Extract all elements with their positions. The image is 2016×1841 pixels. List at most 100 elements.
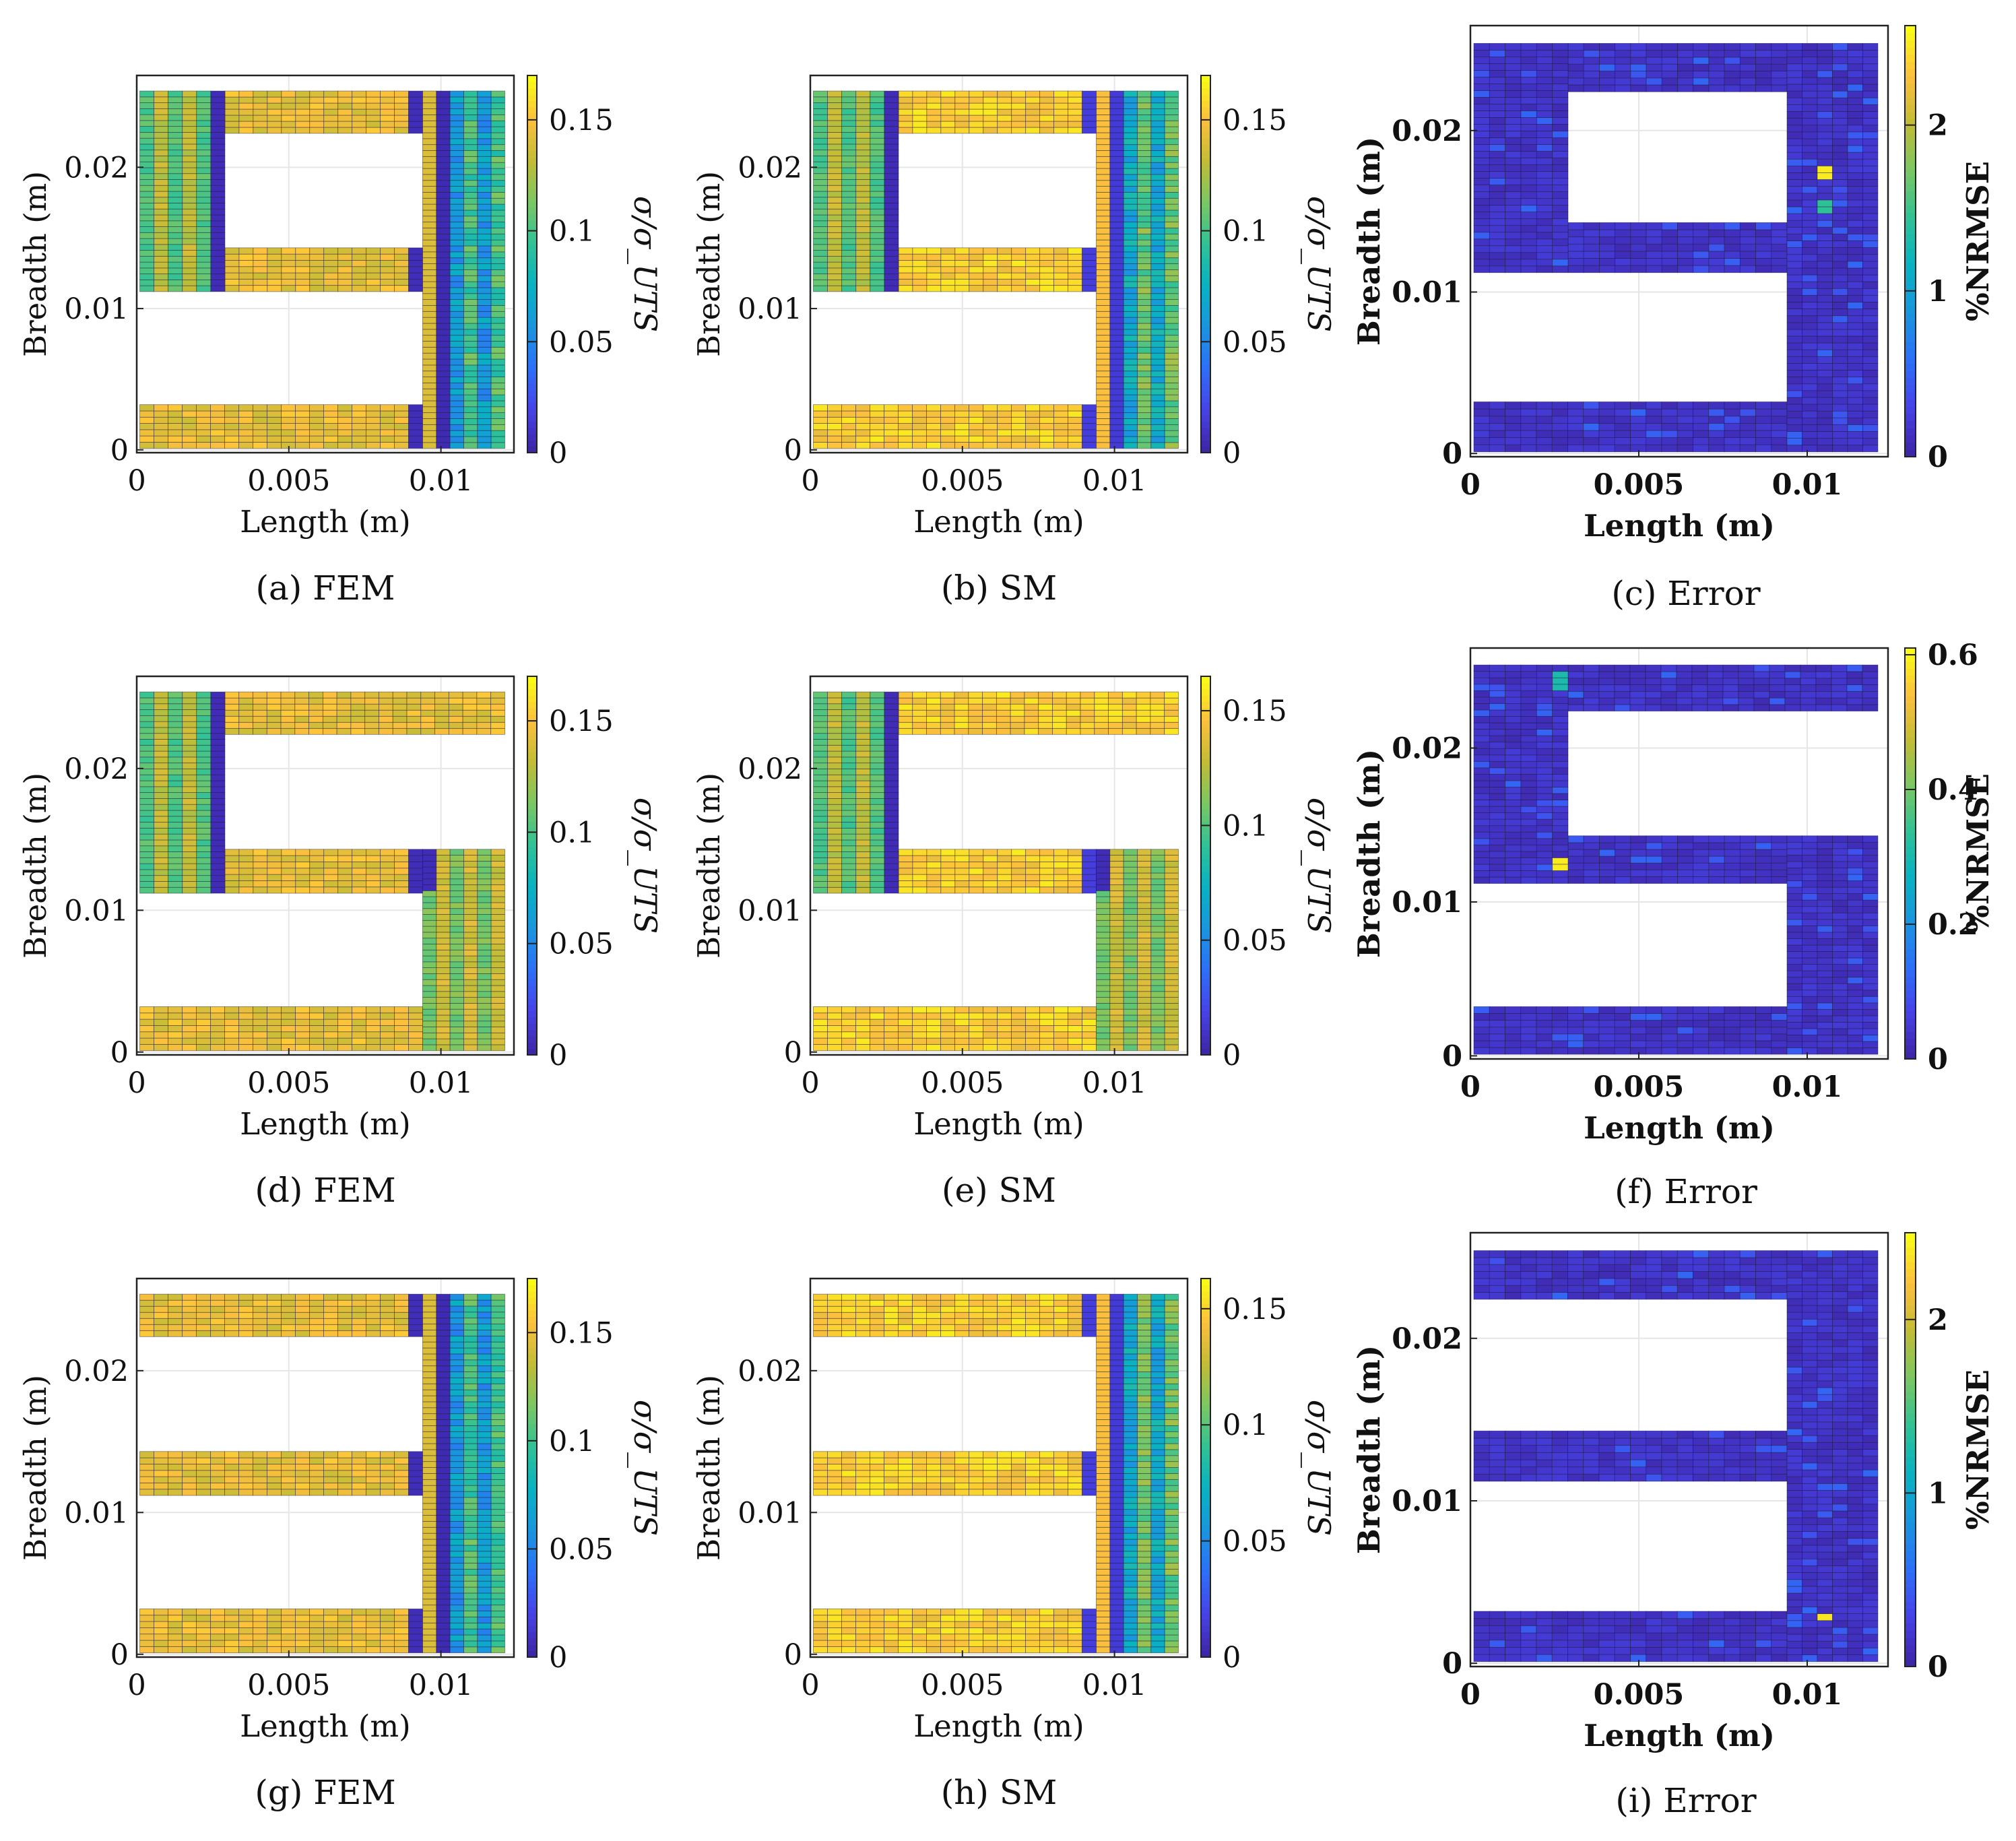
panel-caption: (b) SM [941, 569, 1057, 608]
heatmap-cell [1862, 329, 1879, 337]
heatmap-cell [436, 329, 451, 336]
colorbar-segment [1201, 802, 1210, 810]
heatmap-cell [1724, 251, 1741, 259]
heatmap-cell [1164, 377, 1179, 383]
heatmap-cell [1068, 855, 1082, 862]
heatmap-cell [1123, 245, 1138, 253]
heatmap-cell [196, 1025, 211, 1033]
heatmap-cell [295, 1043, 310, 1052]
heatmap-cell [827, 108, 843, 115]
heatmap-cell [281, 868, 296, 875]
heatmap-cell [1164, 938, 1179, 944]
heatmap-cell [1552, 131, 1569, 138]
colorbar-segment [1905, 284, 1916, 292]
heatmap-cell [490, 973, 505, 980]
heatmap-cell [196, 108, 212, 115]
heatmap-cell [1707, 690, 1724, 699]
heatmap-cell [309, 849, 325, 856]
heatmap-cell [1082, 272, 1097, 280]
heatmap-cell [182, 261, 197, 269]
heatmap-cell [813, 869, 828, 876]
heatmap-cell [196, 404, 211, 412]
heatmap-cell [1862, 397, 1879, 405]
heatmap-cell [870, 1012, 884, 1020]
heatmap-cell [422, 926, 437, 933]
heatmap-cell [154, 733, 169, 740]
heatmap-cell [182, 792, 197, 799]
heatmap-cell [1661, 416, 1678, 424]
heatmap-cell [380, 260, 395, 267]
heatmap-cell [462, 697, 478, 705]
heatmap-cell [168, 214, 183, 222]
heatmap-cell [154, 810, 169, 817]
heatmap-cell [1832, 104, 1848, 112]
heatmap-cell [490, 233, 505, 240]
heatmap-cell [841, 875, 857, 882]
heatmap-cell [224, 703, 240, 711]
heatmap-cell [1137, 418, 1152, 425]
heatmap-cell [1817, 261, 1833, 269]
heatmap-cell [884, 150, 899, 156]
heatmap-cell [841, 786, 857, 794]
heatmap-cell [912, 127, 928, 134]
colorbar-segment [1201, 771, 1210, 778]
heatmap-cell [855, 173, 871, 180]
colorbar-segment [1201, 796, 1210, 803]
heatmap-cell [463, 424, 478, 431]
heatmap-cell [238, 96, 254, 104]
heatmap-cell [267, 108, 282, 116]
heatmap-cell [448, 721, 463, 729]
heatmap-cell [855, 804, 871, 811]
heatmap-cell [238, 435, 253, 443]
heatmap-cell [449, 186, 464, 193]
heatmap-cell [1802, 322, 1818, 330]
heatmap-cell [1615, 835, 1631, 843]
heatmap-cell [1137, 335, 1152, 342]
heatmap-cell [827, 715, 843, 722]
heatmap-cell [463, 352, 478, 360]
heatmap-cell [1109, 203, 1124, 211]
heatmap-cell [855, 1025, 870, 1033]
heatmap-cell [884, 220, 899, 227]
heatmap-cell [490, 938, 505, 944]
heatmap-cell [1123, 305, 1138, 312]
heatmap-cell [1646, 437, 1662, 445]
heatmap-cell [436, 430, 451, 437]
heatmap-cell [870, 261, 885, 269]
heatmap-cell [253, 429, 267, 437]
heatmap-cell [1150, 1002, 1165, 1010]
heatmap-cell [813, 279, 828, 286]
heatmap-cell [422, 180, 437, 187]
heatmap-cell [1802, 397, 1818, 405]
heatmap-cell [1755, 222, 1772, 230]
heatmap-cell [1137, 364, 1152, 372]
heatmap-cell [884, 822, 899, 829]
heatmap-cell [1552, 63, 1569, 71]
heatmap-cell [449, 938, 464, 944]
heatmap-cell [813, 833, 828, 841]
heatmap-cell [449, 323, 464, 330]
heatmap-cell [1615, 876, 1631, 884]
heatmap-cell [1536, 164, 1553, 172]
colorbar-segment [527, 992, 537, 999]
heatmap-cell [1150, 908, 1165, 915]
heatmap-cell [855, 435, 870, 443]
heatmap-cell [1164, 138, 1179, 146]
heatmap-cell [1096, 269, 1111, 276]
heatmap-cell [813, 203, 828, 209]
heatmap-cell [1661, 71, 1678, 79]
heatmap-cell [463, 430, 478, 437]
heatmap-cell [1536, 265, 1553, 273]
heatmap-cells [813, 90, 1179, 449]
heatmap-cell [422, 257, 437, 264]
heatmap-cell [366, 862, 381, 869]
colorbar-segment [527, 777, 537, 784]
heatmap-cell [323, 102, 339, 110]
heatmap-cell [168, 238, 183, 245]
heatmap-cell [1109, 228, 1124, 234]
heatmap-cell [954, 703, 969, 711]
colorbar-segment [1201, 75, 1210, 82]
heatmap-cell [380, 253, 395, 261]
heatmap-cell [1473, 416, 1490, 424]
heatmap-cell [1786, 206, 1802, 214]
